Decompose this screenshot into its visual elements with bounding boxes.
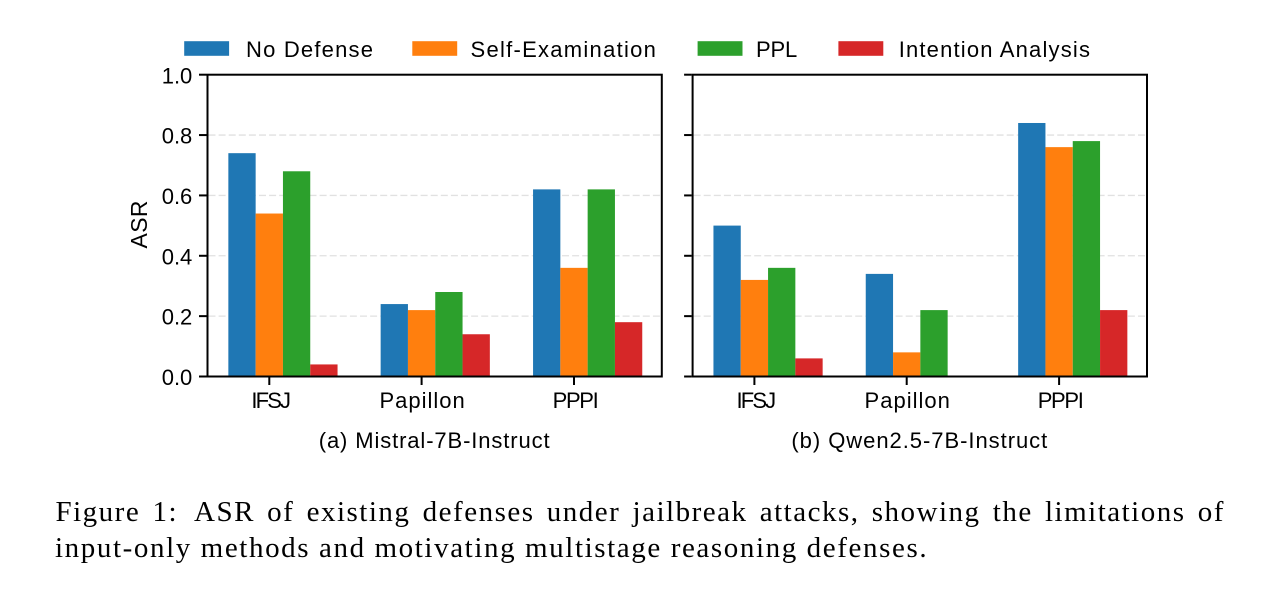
svg-text:PPPI: PPPI (1038, 388, 1083, 413)
svg-text:Intention Analysis: Intention Analysis (899, 37, 1091, 62)
svg-text:(b) Qwen2.5-7B-Instruct: (b) Qwen2.5-7B-Instruct (791, 428, 1048, 453)
svg-text:IFSJ: IFSJ (736, 388, 775, 413)
svg-text:Papillon: Papillon (379, 388, 465, 413)
svg-text:0.4: 0.4 (162, 244, 193, 269)
svg-text:No Defense: No Defense (246, 37, 374, 62)
svg-text:input-only methods and motivat: input-only methods and motivating multis… (55, 532, 928, 564)
svg-text:ASR: ASR (126, 200, 152, 249)
svg-text:Papillon: Papillon (865, 388, 951, 413)
svg-text:0.0: 0.0 (162, 365, 193, 390)
svg-text:1.0: 1.0 (162, 63, 193, 88)
svg-text:0.6: 0.6 (162, 184, 193, 209)
svg-text:(a) Mistral-7B-Instruct: (a) Mistral-7B-Instruct (319, 428, 551, 453)
svg-text:Figure 1: ASR of existing defe: Figure 1: ASR of existing defenses under… (56, 496, 1225, 528)
svg-text:IFSJ: IFSJ (251, 388, 290, 413)
svg-text:0.8: 0.8 (162, 124, 193, 149)
svg-text:PPPI: PPPI (553, 388, 598, 413)
svg-text:0.2: 0.2 (162, 305, 193, 330)
svg-text:PPL: PPL (756, 37, 797, 62)
svg-text:Self-Examination: Self-Examination (471, 37, 658, 62)
